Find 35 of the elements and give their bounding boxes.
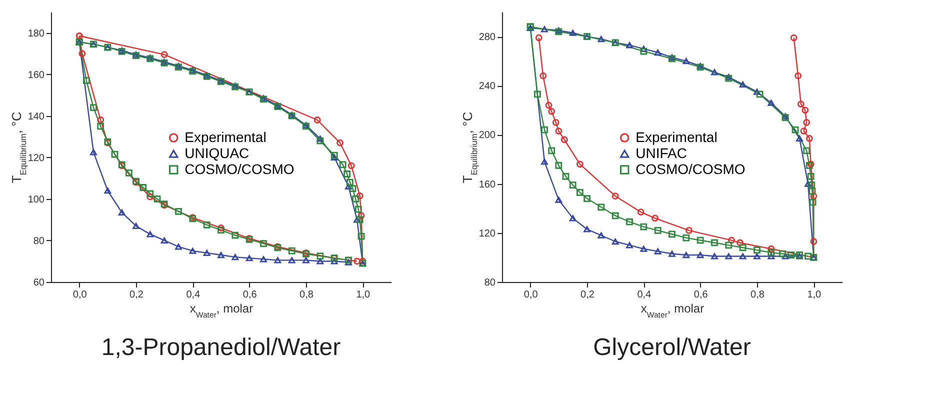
y-tick-label: 160	[28, 70, 45, 81]
y-tick-label: 80	[33, 236, 45, 247]
text: 1,3-Propanediol/Water	[101, 334, 341, 361]
y-tick-label: 280	[478, 32, 496, 44]
x-axis-title: x$_{Water}$, molar	[640, 302, 704, 319]
x-tick-label: 0,0	[72, 290, 88, 300]
y-tick-label: 120	[28, 152, 45, 164]
y-tick-label: 120	[478, 228, 496, 240]
x-tick-label: 0,2	[130, 290, 144, 300]
legend-label: UNIFAC	[636, 144, 687, 161]
y-tick-label: 200	[478, 130, 496, 142]
y-tick-label: 140	[28, 111, 45, 122]
x-tick-label: 1,0	[356, 290, 371, 300]
legend-label: Experimental	[184, 128, 266, 145]
y-tick-label: 80	[484, 278, 496, 288]
legend-label: Experimental	[636, 128, 718, 145]
x-tick-label: 0,0	[524, 290, 538, 300]
x-tick-label: 0,4	[637, 290, 652, 300]
y-tick-label: 180	[28, 28, 45, 40]
y-tick-label: 240	[478, 81, 496, 92]
y-tick-label: 160	[478, 179, 496, 190]
x-axis-title: x$_{Water}$, molar	[190, 302, 254, 319]
x-tick-label: 0,8	[750, 290, 765, 300]
y-tick-label: 100	[28, 194, 45, 206]
x-tick-label: 0,2	[580, 290, 595, 300]
x-tick-label: 1,0	[807, 290, 822, 300]
x-tick-label: 0,6	[694, 290, 708, 300]
legend-label: UNIQUAC	[184, 144, 250, 161]
legend-label: COSMO/COSMO	[636, 160, 746, 177]
x-tick-label: 0,6	[242, 290, 258, 300]
x-tick-label: 0,4	[186, 290, 201, 300]
x-tick-label: 0,8	[300, 290, 314, 300]
text: Glycerol/Water	[593, 334, 751, 361]
legend-label: COSMO/COSMO	[184, 160, 294, 177]
y-tick-label: 60	[33, 278, 45, 288]
